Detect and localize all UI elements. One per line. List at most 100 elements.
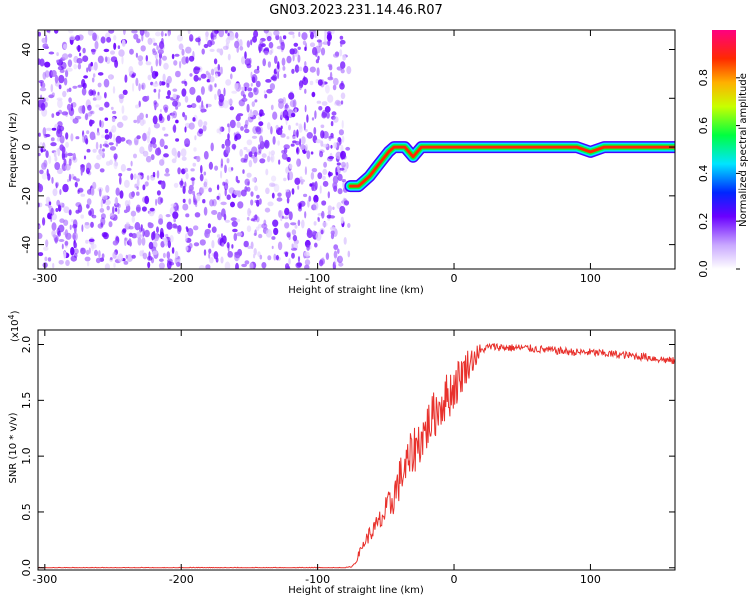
noise-speckle xyxy=(224,30,228,34)
colorbar-label: Normalized spectral amplitude xyxy=(738,73,749,227)
noise-speckle xyxy=(282,35,287,40)
noise-speckle xyxy=(244,86,247,92)
noise-speckle xyxy=(136,38,141,44)
noise-speckle xyxy=(68,87,72,93)
noise-speckle xyxy=(332,77,339,86)
noise-speckle xyxy=(162,126,166,131)
noise-speckle xyxy=(166,251,171,259)
noise-speckle xyxy=(136,206,141,212)
noise-speckle xyxy=(256,65,260,71)
noise-speckle xyxy=(268,151,271,156)
noise-speckle xyxy=(170,203,177,207)
noise-speckle xyxy=(239,39,243,48)
noise-speckle xyxy=(68,209,72,216)
noise-speckle xyxy=(333,142,338,149)
noise-speckle xyxy=(280,125,283,130)
noise-speckle xyxy=(139,30,145,36)
noise-speckle xyxy=(340,150,346,160)
noise-speckle xyxy=(58,84,62,90)
noise-speckle xyxy=(189,86,196,95)
noise-speckle xyxy=(94,40,99,50)
noise-speckle xyxy=(55,208,59,212)
noise-speckle xyxy=(251,177,256,183)
noise-speckle xyxy=(152,250,158,255)
noise-speckle xyxy=(316,100,322,104)
noise-speckle xyxy=(86,67,89,73)
noise-speckle xyxy=(166,221,173,230)
noise-speckle xyxy=(306,132,313,139)
noise-speckle xyxy=(265,187,270,195)
noise-speckle xyxy=(101,194,108,200)
noise-speckle xyxy=(58,224,65,233)
noise-speckle xyxy=(99,168,105,173)
noise-speckle xyxy=(120,137,126,142)
noise-speckle xyxy=(286,55,292,64)
noise-speckle xyxy=(213,251,219,260)
noise-speckle xyxy=(113,134,116,143)
noise-speckle xyxy=(259,113,262,117)
noise-speckle xyxy=(227,32,230,37)
noise-speckle xyxy=(80,193,86,197)
noise-speckle xyxy=(67,59,73,68)
noise-speckle xyxy=(92,148,97,153)
noise-speckle xyxy=(215,73,219,78)
noise-speckle xyxy=(152,230,156,240)
noise-speckle xyxy=(70,255,78,262)
noise-speckle xyxy=(295,122,299,126)
noise-speckle xyxy=(122,89,128,96)
noise-speckle xyxy=(200,86,205,95)
noise-speckle xyxy=(272,74,278,82)
noise-speckle xyxy=(240,126,244,131)
noise-speckle xyxy=(69,115,75,121)
noise-speckle xyxy=(56,137,61,142)
noise-speckle xyxy=(185,246,189,251)
noise-speckle xyxy=(156,190,161,196)
noise-speckle xyxy=(306,150,311,160)
noise-speckle xyxy=(261,262,267,269)
noise-speckle xyxy=(325,252,330,260)
noise-speckle xyxy=(251,101,255,107)
noise-speckle xyxy=(99,150,104,156)
noise-speckle xyxy=(284,251,289,257)
noise-speckle xyxy=(347,250,351,258)
noise-speckle xyxy=(243,124,248,129)
noise-speckle xyxy=(169,261,175,266)
noise-speckle xyxy=(319,150,324,158)
noise-speckle xyxy=(188,242,193,249)
snr-panel: -300 -200 -100 0 100 0.0 0.5 1.0 1.5 2.0 Height o… xyxy=(7,310,676,596)
noise-speckle xyxy=(109,257,113,261)
noise-speckle xyxy=(250,199,254,206)
noise-speckle xyxy=(281,57,286,66)
noise-speckle xyxy=(324,106,331,113)
noise-speckle xyxy=(203,150,209,160)
noise-speckle xyxy=(331,115,336,120)
noise-speckle xyxy=(266,89,273,94)
noise-speckle xyxy=(202,199,206,204)
noise-speckle xyxy=(188,198,192,205)
noise-speckle xyxy=(112,240,119,246)
noise-speckle xyxy=(309,66,316,73)
noise-speckle xyxy=(239,149,243,157)
noise-speckle xyxy=(113,35,117,41)
noise-speckle xyxy=(117,207,120,215)
noise-speckle xyxy=(147,37,153,45)
noise-speckle xyxy=(102,148,105,152)
noise-speckle xyxy=(264,93,268,99)
noise-speckle xyxy=(68,30,74,34)
noise-speckle xyxy=(285,263,290,269)
noise-speckle xyxy=(246,172,252,178)
noise-speckle xyxy=(300,144,305,151)
noise-speckle xyxy=(53,151,57,158)
noise-speckle xyxy=(142,252,148,260)
noise-speckle xyxy=(213,58,218,65)
noise-speckle xyxy=(264,47,270,52)
noise-speckle xyxy=(172,88,178,92)
noise-speckle xyxy=(182,185,186,194)
noise-speckle xyxy=(297,46,301,50)
noise-speckle xyxy=(64,240,69,246)
noise-speckle xyxy=(136,191,140,196)
noise-speckle xyxy=(176,261,181,267)
noise-speckle xyxy=(141,84,144,90)
noise-speckle xyxy=(45,150,49,158)
noise-speckle xyxy=(105,144,109,148)
